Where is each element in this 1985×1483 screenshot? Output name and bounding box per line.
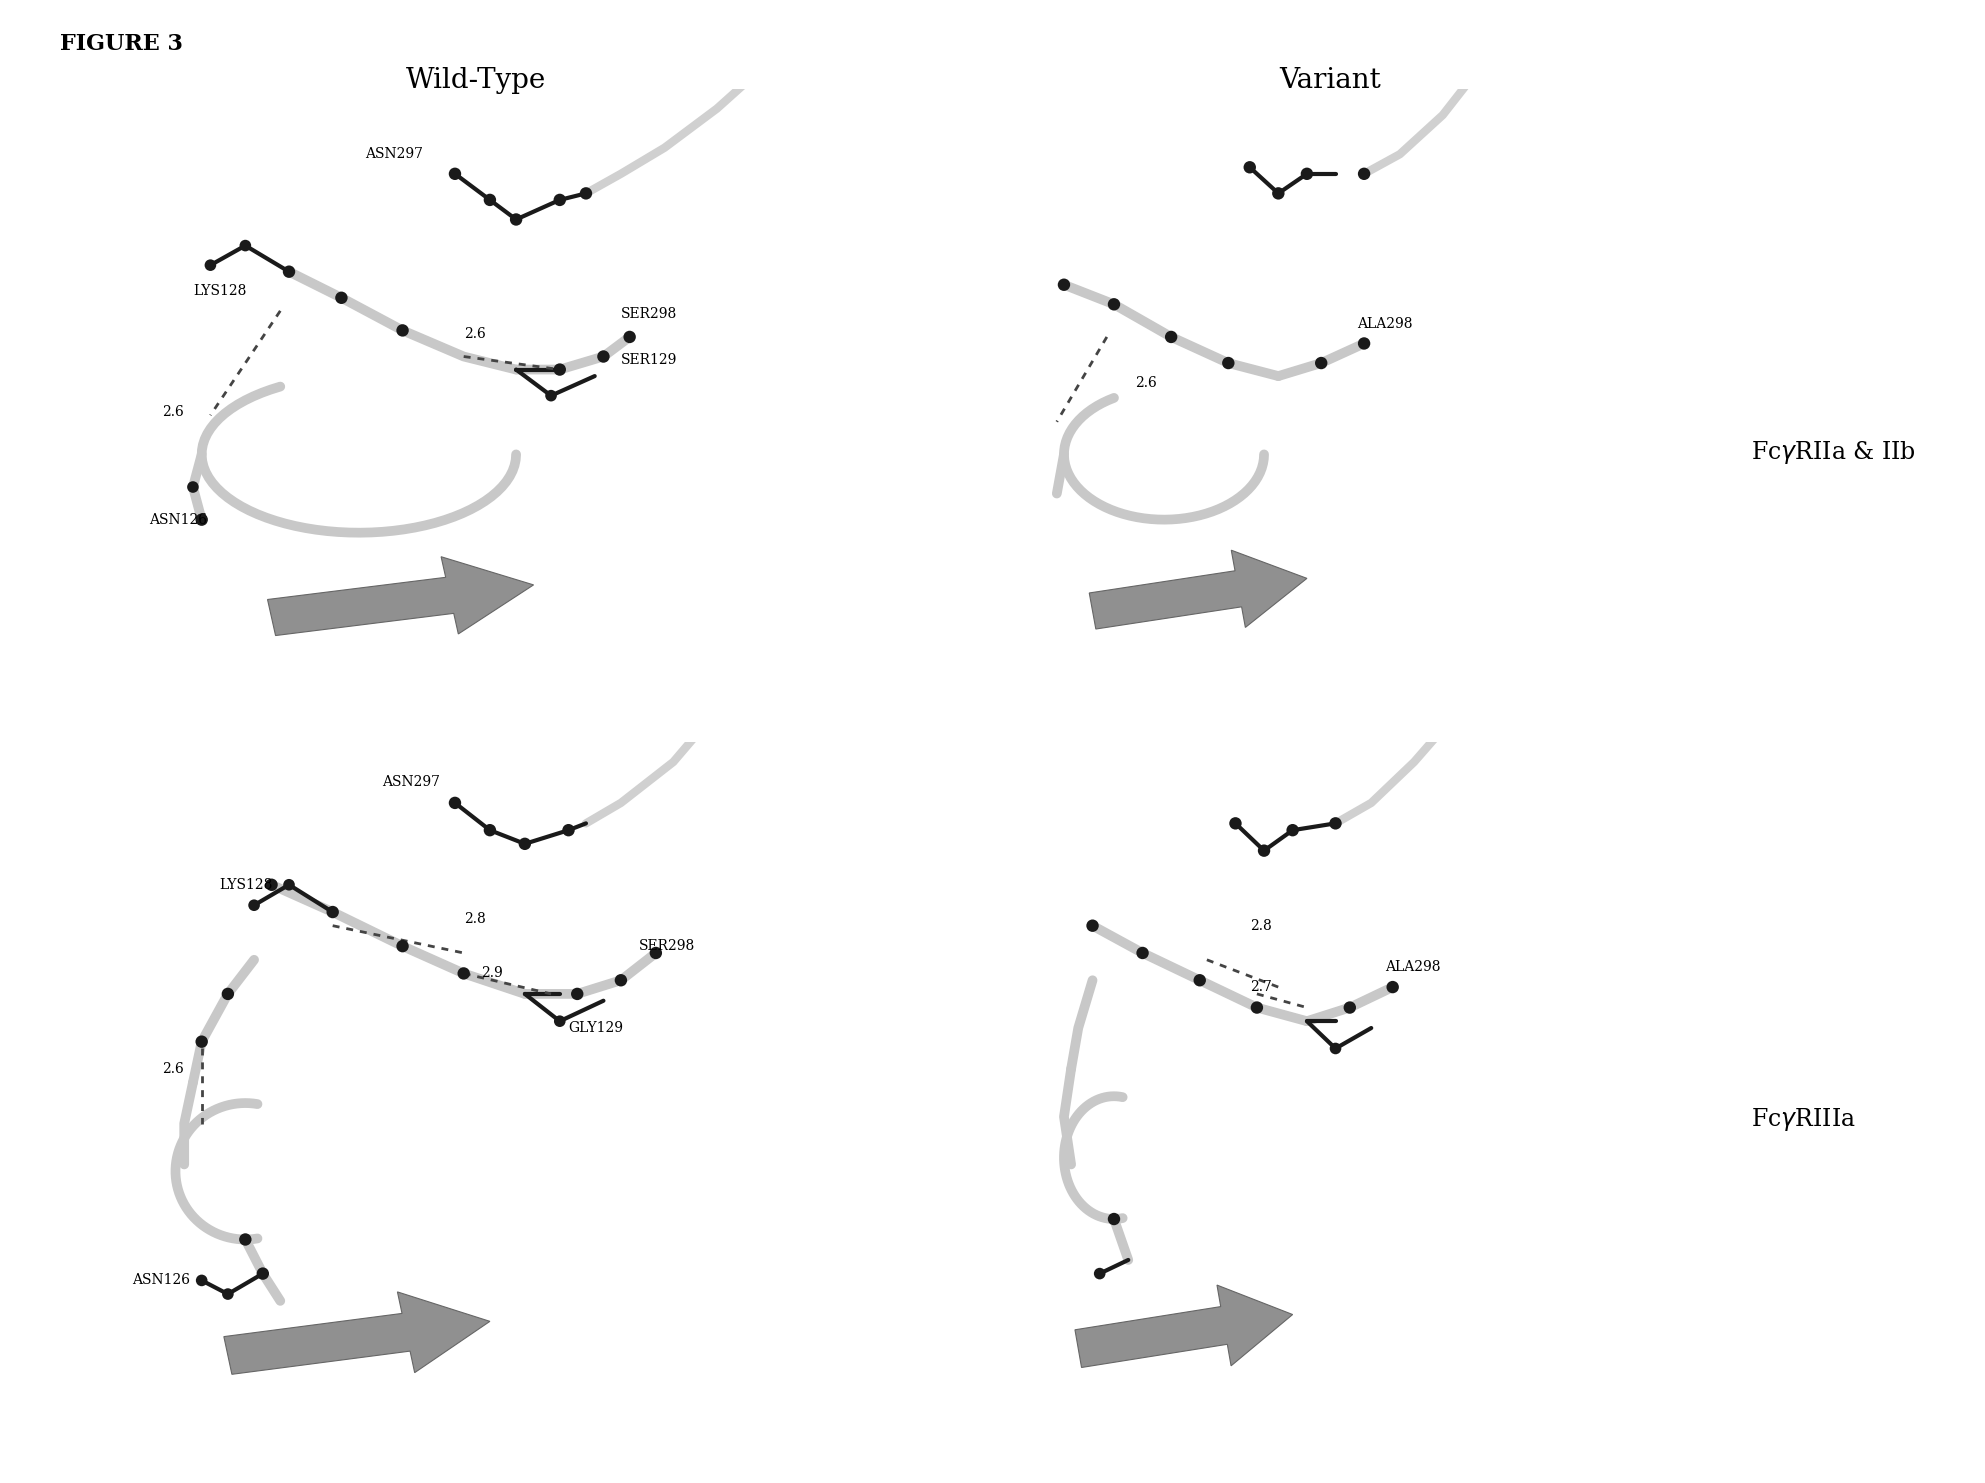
Point [187,1029,218,1053]
Point [238,893,270,916]
Point [536,384,568,408]
Point [639,942,671,965]
Text: 2.6: 2.6 [464,326,486,341]
Text: ASN126: ASN126 [149,513,206,526]
Point [1241,995,1272,1019]
Point [1320,1037,1352,1060]
Polygon shape [1076,1286,1292,1367]
Text: ALA298: ALA298 [1358,317,1413,331]
Polygon shape [224,1292,490,1375]
Point [1084,1262,1116,1286]
Point [1276,819,1308,842]
Point [326,286,357,310]
Point [1249,839,1280,863]
Point [1048,273,1080,297]
Text: FIGURE 3: FIGURE 3 [60,33,183,55]
Text: 2.7: 2.7 [1251,980,1272,994]
Point [1155,325,1187,349]
Point [1320,811,1352,835]
Point [187,507,218,531]
Point [474,188,506,212]
Point [212,982,244,1005]
Point [1235,156,1266,179]
Point [1290,162,1322,185]
Point [439,790,470,814]
Point [274,260,306,283]
Text: ALA298: ALA298 [1386,960,1441,974]
Point [1098,1207,1129,1231]
Point [588,344,619,368]
Point [508,832,540,856]
Point [387,934,419,958]
Point [1348,162,1380,185]
Text: 2.6: 2.6 [163,405,185,420]
Point [1262,181,1294,205]
Text: ASN126: ASN126 [131,1274,191,1287]
Text: Variant: Variant [1278,67,1382,93]
Point [1127,942,1159,965]
Text: GLY129: GLY129 [568,1020,623,1035]
Point [1098,292,1129,316]
Text: 2.8: 2.8 [1251,918,1272,933]
Point [552,819,584,842]
Text: SER298: SER298 [621,307,677,322]
Point [613,325,645,349]
Point [544,357,576,381]
Point [1378,976,1409,1000]
Polygon shape [268,556,534,636]
Text: Fc$\gamma$RIIIa: Fc$\gamma$RIIIa [1751,1106,1856,1133]
Point [1076,914,1108,937]
Point [246,1262,278,1286]
Point [474,819,506,842]
Text: Wild-Type: Wild-Type [407,67,546,93]
Point [570,181,601,205]
Point [544,188,576,212]
Text: 2.6: 2.6 [1135,375,1157,390]
Point [1213,351,1245,375]
Point [562,982,594,1005]
Text: Fc$\gamma$RIIa & IIb: Fc$\gamma$RIIa & IIb [1751,439,1916,466]
Point [500,208,532,231]
Text: 2.9: 2.9 [480,967,502,980]
Text: LYS128: LYS128 [218,878,272,891]
Point [177,475,208,498]
Point [212,1283,244,1307]
Point [1348,332,1380,356]
Text: LYS128: LYS128 [193,285,246,298]
Text: 2.6: 2.6 [163,1062,185,1077]
Text: SER298: SER298 [639,939,695,954]
Point [544,1010,576,1034]
Point [230,1228,262,1252]
Point [1334,995,1366,1019]
Point [1219,811,1251,835]
Point [387,319,419,343]
Text: ASN297: ASN297 [365,147,423,162]
Text: 2.8: 2.8 [464,912,486,925]
Point [318,900,349,924]
Point [449,961,480,985]
Point [1183,968,1215,992]
Point [230,234,262,258]
Point [274,873,306,897]
Text: ASN297: ASN297 [383,776,441,789]
Point [256,873,288,897]
Point [605,968,637,992]
Polygon shape [1090,550,1306,629]
Point [1306,351,1338,375]
Text: SER129: SER129 [621,353,677,366]
Point [187,1268,218,1292]
Point [439,162,470,185]
Point [195,254,226,277]
